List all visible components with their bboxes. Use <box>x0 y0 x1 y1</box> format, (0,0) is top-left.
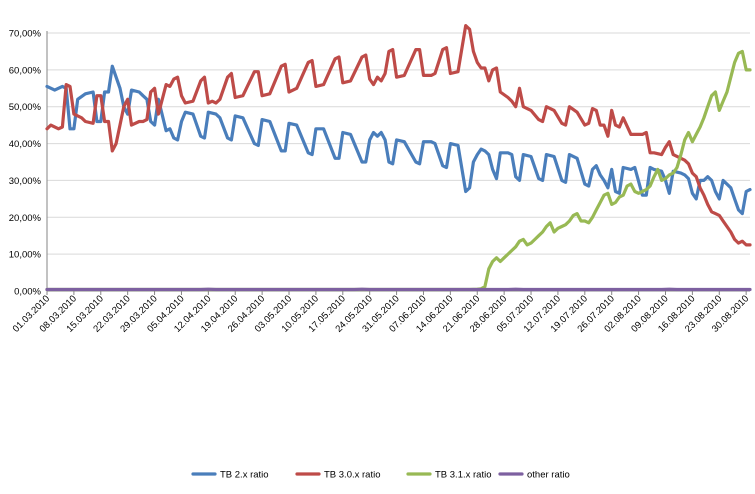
y-axis-tick-labels: 0,00% 10,00% 20,00% 30,00% 40,00% 50,00% 60,00… <box>9 29 42 298</box>
y-tick-label: 20,00% <box>9 213 42 224</box>
y-tick-label: 70,00% <box>9 29 42 40</box>
axes <box>47 31 750 295</box>
legend-label: TB 2.x ratio <box>220 470 269 481</box>
gridlines <box>47 33 750 254</box>
y-tick-label: 10,00% <box>9 250 42 261</box>
legend-label: TB 3.0.x ratio <box>324 470 381 481</box>
y-tick-label: 60,00% <box>9 65 42 76</box>
y-tick-label: 30,00% <box>9 176 42 187</box>
series-line-tb-3-0-x-ratio <box>47 26 750 245</box>
y-tick-label: 40,00% <box>9 139 42 150</box>
x-axis-tick-labels: 01.03.201008.03.201015.03.201022.03.2010… <box>11 293 752 334</box>
legend-label: TB 3.1.x ratio <box>435 470 492 481</box>
y-tick-label: 50,00% <box>9 102 42 113</box>
y-tick-label: 0,00% <box>14 287 41 298</box>
legend: TB 2.x ratio TB 3.0.x ratio TB 3.1.x ratio… <box>193 470 570 481</box>
plot-series <box>47 26 750 290</box>
legend-label: other ratio <box>527 470 570 481</box>
